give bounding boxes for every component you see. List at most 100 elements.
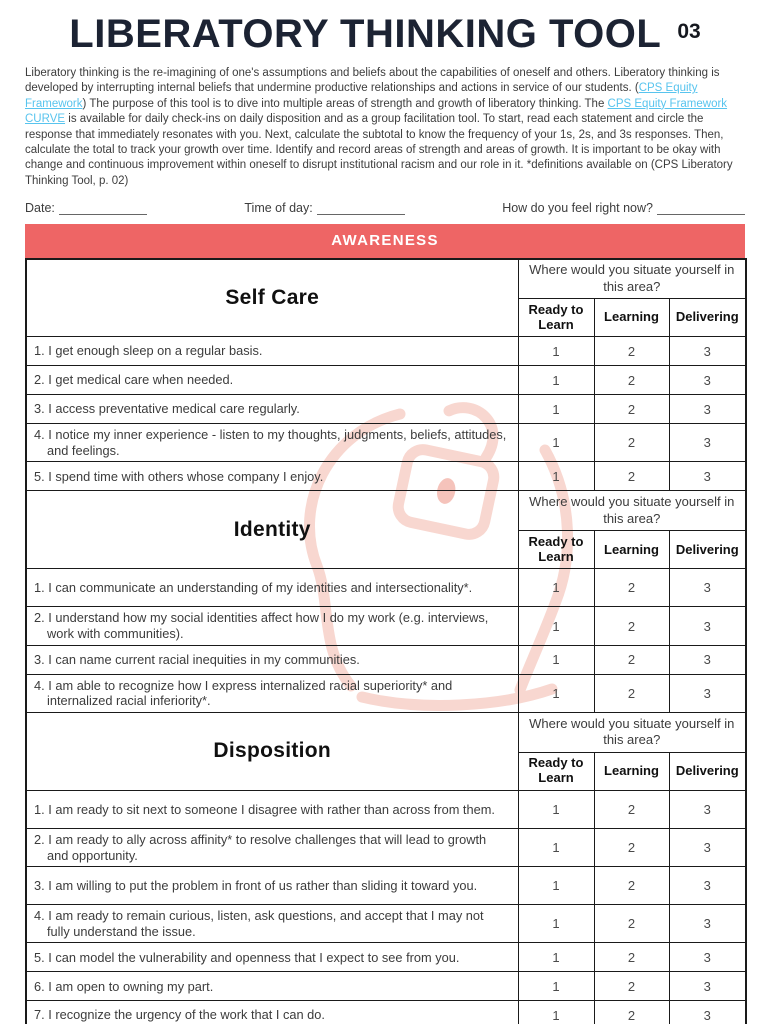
- section-header-disposition: Disposition Where would you situate your…: [25, 711, 747, 791]
- section-header-self-care: Self Care Where would you situate yourse…: [25, 258, 747, 338]
- rating-3[interactable]: 3: [668, 644, 747, 675]
- rating-3[interactable]: 3: [668, 336, 747, 367]
- cps-equity-framework-curve-link[interactable]: CPS Equity Framework CURVE: [25, 97, 728, 126]
- time-of-day-input-line[interactable]: [316, 201, 405, 215]
- rating-3[interactable]: 3: [668, 423, 747, 463]
- rating-1[interactable]: 1: [517, 394, 595, 425]
- page-number: 03: [677, 20, 701, 43]
- rating-3[interactable]: 3: [668, 971, 747, 1002]
- rating-3[interactable]: 3: [668, 394, 747, 425]
- cps-equity-framework-link[interactable]: CPS Equity Framework: [25, 82, 698, 110]
- fill-in-fields-row: Date: Time of day: How do you feel right…: [25, 201, 745, 215]
- statement-row: 1. I am ready to sit next to someone I d…: [25, 789, 747, 829]
- rating-2[interactable]: 2: [593, 644, 670, 675]
- intro-text-1: Liberatory thinking is the re-imagining …: [25, 67, 720, 95]
- rating-3[interactable]: 3: [668, 673, 747, 713]
- section-title-disposition: Disposition: [25, 711, 519, 791]
- rating-1[interactable]: 1: [517, 568, 595, 608]
- header: LIBERATORY THINKING TOOL 03: [25, 13, 745, 55]
- statement-row: 2. I understand how my social identities…: [25, 606, 747, 646]
- statement-row: 5. I can model the vulnerability and ope…: [25, 942, 747, 973]
- rating-3[interactable]: 3: [668, 789, 747, 829]
- rating-2[interactable]: 2: [593, 336, 670, 367]
- statement-text: 3. I am willing to put the problem in fr…: [25, 866, 519, 906]
- statement-row: 4. I notice my inner experience - listen…: [25, 423, 747, 463]
- rating-2[interactable]: 2: [593, 606, 670, 646]
- statement-row: 3. I access preventative medical care re…: [25, 394, 747, 425]
- statement-row: 3. I am willing to put the problem in fr…: [25, 866, 747, 906]
- statement-row: 4. I am ready to remain curious, listen,…: [25, 904, 747, 944]
- statement-row: 5. I spend time with others whose compan…: [25, 461, 747, 492]
- statement-text: 5. I spend time with others whose compan…: [25, 461, 519, 492]
- col-ready-to-learn: Ready to Learn: [517, 751, 595, 791]
- col-delivering: Delivering: [668, 298, 747, 338]
- date-label: Date:: [25, 200, 55, 215]
- col-learning: Learning: [593, 530, 670, 570]
- rating-2[interactable]: 2: [593, 461, 670, 492]
- col-learning: Learning: [593, 751, 670, 791]
- rating-1[interactable]: 1: [517, 644, 595, 675]
- statement-text: 4. I notice my inner experience - listen…: [25, 423, 519, 463]
- statement-text: 1. I am ready to sit next to someone I d…: [25, 789, 519, 829]
- section-header-identity: Identity Where would you situate yoursel…: [25, 490, 747, 570]
- rating-1[interactable]: 1: [517, 673, 595, 713]
- rating-2[interactable]: 2: [593, 365, 670, 396]
- rating-2[interactable]: 2: [593, 866, 670, 906]
- rating-1[interactable]: 1: [517, 336, 595, 367]
- rating-1[interactable]: 1: [517, 423, 595, 463]
- rating-1[interactable]: 1: [517, 942, 595, 973]
- statement-text: 3. I can name current racial inequities …: [25, 644, 519, 675]
- rating-1[interactable]: 1: [517, 866, 595, 906]
- rating-2[interactable]: 2: [593, 789, 670, 829]
- rating-3[interactable]: 3: [668, 1000, 747, 1024]
- section-title-self-care: Self Care: [25, 258, 519, 338]
- time-of-day-field: Time of day:: [244, 200, 405, 215]
- situate-question: Where would you situate yourself in this…: [517, 258, 747, 300]
- rating-2[interactable]: 2: [593, 568, 670, 608]
- awareness-banner: AWARENESS: [25, 223, 745, 258]
- statement-text: 1. I can communicate an understanding of…: [25, 568, 519, 608]
- rating-2[interactable]: 2: [593, 423, 670, 463]
- rating-1[interactable]: 1: [517, 461, 595, 492]
- rating-3[interactable]: 3: [668, 606, 747, 646]
- col-delivering: Delivering: [668, 530, 747, 570]
- rating-1[interactable]: 1: [517, 1000, 595, 1024]
- rating-2[interactable]: 2: [593, 942, 670, 973]
- statement-text: 6. I am open to owning my part.: [25, 971, 519, 1002]
- rating-3[interactable]: 3: [668, 904, 747, 944]
- rating-3[interactable]: 3: [668, 461, 747, 492]
- rating-2[interactable]: 2: [593, 904, 670, 944]
- statement-text: 2. I get medical care when needed.: [25, 365, 519, 396]
- rating-1[interactable]: 1: [517, 827, 595, 868]
- rating-2[interactable]: 2: [593, 1000, 670, 1024]
- rating-1[interactable]: 1: [517, 971, 595, 1002]
- intro-text-2: ) The purpose of this tool is to dive in…: [82, 97, 608, 110]
- rating-3[interactable]: 3: [668, 827, 747, 868]
- rating-2[interactable]: 2: [593, 673, 670, 713]
- rating-3[interactable]: 3: [668, 568, 747, 608]
- column-header-row: Ready to Learn Learning Delivering: [26, 751, 747, 791]
- statement-text: 5. I can model the vulnerability and ope…: [25, 942, 519, 973]
- rating-1[interactable]: 1: [517, 606, 595, 646]
- rating-1[interactable]: 1: [517, 365, 595, 396]
- date-input-line[interactable]: [58, 201, 147, 215]
- feeling-input-line[interactable]: [656, 201, 745, 215]
- rating-3[interactable]: 3: [668, 942, 747, 973]
- situate-question: Where would you situate yourself in this…: [517, 711, 747, 753]
- rating-3[interactable]: 3: [668, 866, 747, 906]
- rating-3[interactable]: 3: [668, 365, 747, 396]
- statement-text: 2. I understand how my social identities…: [25, 606, 519, 646]
- rating-2[interactable]: 2: [593, 827, 670, 868]
- intro-text-3: is available for daily check-ins on dail…: [25, 113, 733, 187]
- rating-2[interactable]: 2: [593, 394, 670, 425]
- time-of-day-label: Time of day:: [244, 200, 313, 215]
- rating-2[interactable]: 2: [593, 971, 670, 1002]
- feeling-label: How do you feel right now?: [502, 200, 653, 215]
- statement-text: 4. I am able to recognize how I express …: [25, 673, 519, 713]
- statement-text: 3. I access preventative medical care re…: [25, 394, 519, 425]
- rating-1[interactable]: 1: [517, 904, 595, 944]
- statement-row: 6. I am open to owning my part. 1 2 3: [25, 971, 747, 1002]
- rating-1[interactable]: 1: [517, 789, 595, 829]
- statement-row: 7. I recognize the urgency of the work t…: [25, 1000, 747, 1024]
